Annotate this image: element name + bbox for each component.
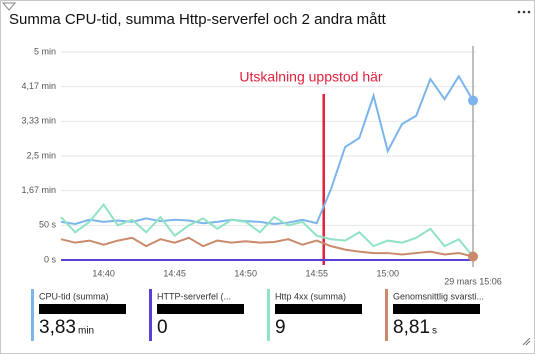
- series-line: [60, 236, 474, 258]
- legend-label: HTTP-serverfel (...: [157, 291, 231, 301]
- legend-value: 0: [157, 317, 168, 338]
- legend-value: 9: [275, 317, 286, 338]
- x-tick-label: 15:00: [376, 268, 399, 278]
- legend-unit: s: [432, 326, 437, 337]
- legend-bar: [31, 289, 34, 341]
- cursor-dot: [468, 251, 478, 262]
- redacted: [275, 304, 362, 314]
- resize-handle[interactable]: [522, 337, 531, 346]
- legend-label: CPU-tid (summa): [39, 291, 109, 301]
- legend-unit: min: [78, 326, 94, 337]
- legend-value: 8,81: [393, 317, 430, 338]
- y-tick-label: 5 min: [34, 46, 56, 56]
- cursor-label: 29 mars 15:06: [444, 276, 502, 286]
- y-tick-label: 1,67 min: [21, 185, 56, 195]
- series-line: [60, 202, 474, 258]
- chart-title: Summa CPU-tid, summa Http-serverfel och …: [9, 11, 387, 28]
- redacted: [39, 304, 126, 314]
- legend-bar: [267, 289, 270, 341]
- x-tick-label: 14:55: [305, 268, 328, 278]
- x-tick-label: 14:50: [234, 268, 257, 278]
- y-tick-label: 3,33 min: [21, 116, 56, 126]
- redacted: [393, 304, 480, 314]
- annotation-label: Utskalning uppstod här: [239, 69, 383, 85]
- y-tick-label: 0 s: [44, 254, 57, 264]
- legend-bar: [385, 289, 388, 341]
- legend-label: Http 4xx (summa): [275, 291, 346, 301]
- x-tick-label: 14:40: [92, 268, 115, 278]
- pin-icon[interactable]: [1, 2, 17, 11]
- cursor-dot: [468, 95, 478, 106]
- y-tick-label: 2,5 min: [26, 150, 56, 160]
- cursor-label-bg: [429, 276, 519, 288]
- redacted: [157, 304, 244, 314]
- x-tick-label: 14:45: [163, 268, 186, 278]
- legend-value: 3,83: [39, 317, 76, 338]
- more-menu[interactable]: [517, 10, 531, 14]
- series-line: [60, 74, 474, 225]
- y-tick-label: 50 s: [39, 220, 57, 230]
- legend-label: Genomsnittlig svarsti...: [393, 291, 484, 301]
- legend-bar: [149, 289, 152, 341]
- y-tick-label: 4,17 min: [21, 81, 56, 91]
